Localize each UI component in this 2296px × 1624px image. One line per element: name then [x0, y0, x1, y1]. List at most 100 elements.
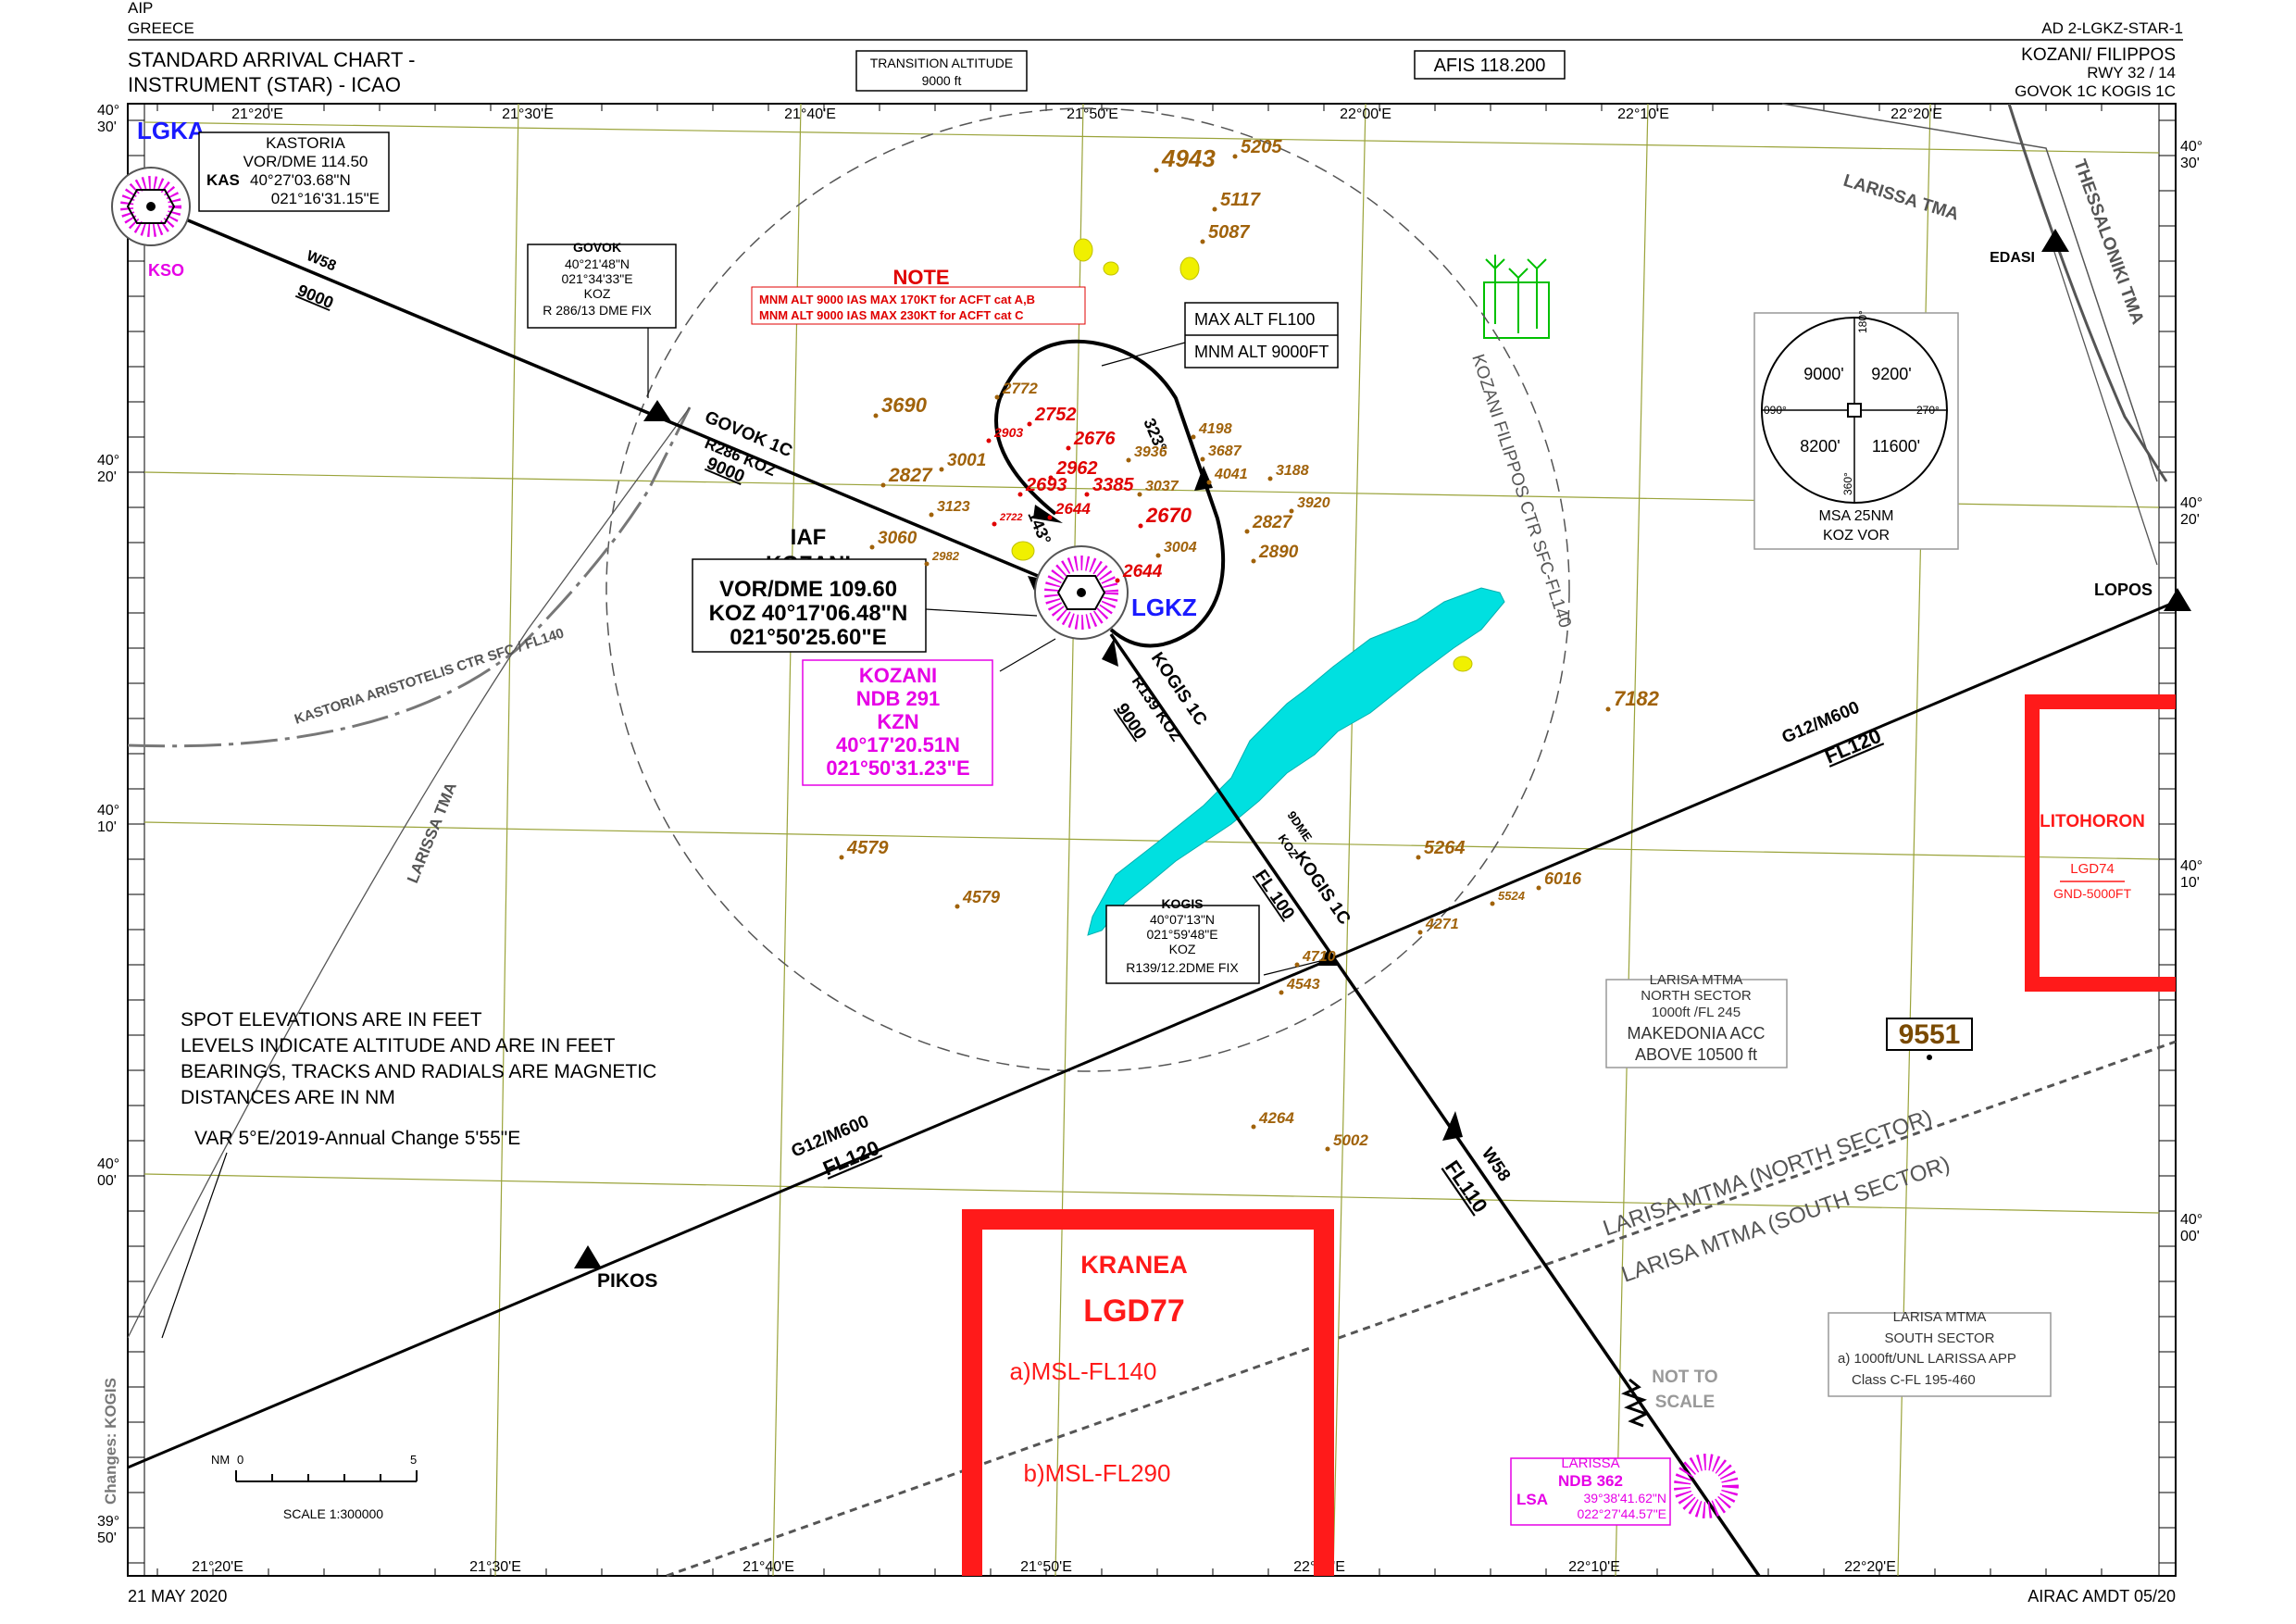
- lat-label-right: 00': [2180, 1229, 2200, 1244]
- spot-height-dot: [1154, 168, 1159, 173]
- larissa-tma-west-boundary: [127, 406, 691, 1339]
- govok-waypoint-icon: [643, 400, 671, 421]
- var-leader: [161, 1152, 228, 1339]
- spot-height: 3001: [947, 451, 986, 470]
- spot-height: 2752: [1034, 405, 1077, 425]
- variation: VAR 5°E/2019-Annual Change 5'55"E: [194, 1128, 520, 1149]
- msa-sw: 8200': [1800, 437, 1840, 456]
- spot-height-dot: [1206, 480, 1212, 485]
- kastoria-lat: 40°27'03.68"N: [250, 171, 351, 189]
- lat-label-left: 20': [97, 469, 117, 485]
- wind-farm-icon: [1483, 255, 1550, 339]
- scale-text: SCALE 1:300000: [283, 1506, 383, 1521]
- spot-height-dot: [924, 561, 930, 567]
- note-distances: DISTANCES ARE IN NM: [181, 1087, 395, 1108]
- scale-five: 5: [410, 1453, 417, 1467]
- spot-height-dot: [1267, 476, 1273, 481]
- lgd77-kranea: KRANEA LGD77 a)MSL-FL140 b)MSL-FL290: [962, 1209, 1334, 1576]
- lat-label-left: 40°: [97, 803, 119, 818]
- spot-height-dot: [929, 512, 934, 518]
- footer-date: 21 MAY 2020: [128, 1587, 227, 1605]
- spot-height-dot: [1084, 492, 1090, 497]
- lon-label-top: 22°10'E: [1617, 106, 1669, 122]
- spot-height: 4710: [1302, 949, 1336, 965]
- lat-label-right: 40°: [2180, 495, 2202, 511]
- spot-height: 3037: [1145, 479, 1179, 494]
- koz-vor-icon: [1847, 403, 1862, 418]
- kastoria-ctr-label: KASTORIA ARISTOTELIS CTR SFC / FL140: [293, 625, 566, 727]
- note-frame: [751, 286, 1086, 325]
- transition-altitude-label: TRANSITION ALTITUDE: [870, 56, 1014, 70]
- mtma-south-limits: a) 1000ft/UNL LARISSA APP: [1838, 1351, 2016, 1367]
- transition-altitude-box: [855, 50, 1028, 92]
- spot-height: 4041: [1214, 467, 1248, 482]
- mtma-south-info: LARISA MTMA SOUTH SECTOR a) 1000ft/UNL L…: [1828, 1309, 2052, 1397]
- msa-nw: 9000': [1803, 365, 1843, 383]
- spot-height: 2644: [1054, 500, 1091, 518]
- note-box: NOTE MNM ALT 9000 IAS MAX 170KT for ACFT…: [751, 266, 1086, 325]
- lat-label-left: 50': [97, 1530, 117, 1546]
- lat-label-right: 40°: [2180, 1212, 2202, 1228]
- polyfytos-lake: [1087, 587, 1505, 936]
- govok-lon: 021°34'33"E: [561, 271, 632, 286]
- ndb-box: [802, 659, 993, 786]
- govok-fix: R 286/13 DME FIX: [543, 303, 652, 318]
- spot-height-dot: [1279, 990, 1284, 995]
- not-to-scale-line1: NOT TO: [1652, 1368, 1717, 1387]
- spot-height: 5524: [1498, 889, 1526, 903]
- lon-label-top: 22°00'E: [1340, 106, 1391, 122]
- spot-height: 2890: [1258, 543, 1299, 562]
- spot-height-dot: [1417, 930, 1423, 935]
- lon-label-top: 21°40'E: [784, 106, 836, 122]
- spot-height: 5117: [1220, 190, 1261, 210]
- spot-height-dot: [1416, 855, 1421, 860]
- kso-label: KSO: [148, 261, 184, 280]
- spot-height-dot: [1138, 523, 1143, 529]
- scale-bar: NM 0 5 SCALE 1:300000: [211, 1453, 418, 1521]
- longitude-labels-top: 21°20'E 21°30'E 21°40'E 21°50'E 22°00'E …: [231, 106, 1942, 122]
- maxalt-leader: [1101, 342, 1186, 367]
- spot-height-dot: [1325, 1146, 1330, 1152]
- govok-ref: KOZ: [584, 286, 611, 301]
- govok-info: GOVOK 40°21'48"N 021°34'33"E KOZ R 286/1…: [527, 240, 677, 329]
- kastoria-lon: 021°16'31.15"E: [271, 190, 380, 207]
- lat-label-right: 40°: [2180, 858, 2202, 874]
- lat-label-right: 10': [2180, 875, 2200, 891]
- note-levels: LEVELS INDICATE ALTITUDE AND ARE IN FEET: [181, 1035, 616, 1056]
- chart-title-line1: STANDARD ARRIVAL CHART -: [128, 48, 416, 71]
- spot-height-dot: [1251, 558, 1256, 564]
- spot-height-dot: [1212, 206, 1217, 212]
- thessaloniki-tma-boundary: [2007, 103, 2168, 482]
- spot-height: 5087: [1208, 222, 1250, 243]
- parallel-40-10: [144, 821, 2160, 860]
- iaf-vor: VOR/DME 109.60: [719, 577, 897, 602]
- litohoron-limits: GND-5000FT: [2053, 886, 2131, 901]
- runways: RWY 32 / 14: [2087, 64, 2176, 81]
- spot-height: 4943: [1161, 144, 1216, 172]
- spot-height: 4579: [846, 838, 889, 858]
- longitude-labels-bottom: 21°20'E 21°30'E 21°40'E 21°50'E 22°00'E …: [192, 1559, 1896, 1575]
- spot-height: 2772: [1002, 380, 1038, 397]
- spot-height: 4271: [1425, 917, 1459, 932]
- chart-header: AIP GREECE AD 2-LGKZ-STAR-1 STANDARD ARR…: [128, 0, 2183, 100]
- spot-height-dot: [1017, 492, 1023, 497]
- spot-height-dot: [986, 438, 992, 443]
- spot-height-dot: [1126, 457, 1131, 463]
- larissa-ndb-ident: LSA: [1516, 1491, 1548, 1508]
- larissa-ndb-lat: 39°38'41.62"N: [1583, 1491, 1666, 1505]
- lon-label-bottom: 21°20'E: [192, 1559, 243, 1575]
- koz-vor-hexagon-icon: [1056, 575, 1106, 610]
- g12-ne-fl: FL120: [1821, 724, 1884, 768]
- larissa-ndb-lon: 022°27'44.57"E: [1577, 1506, 1666, 1521]
- town: [1103, 261, 1119, 276]
- parallel-40-00: [144, 1173, 2160, 1214]
- spot-height: 2722: [999, 512, 1022, 523]
- note-spot-elevations: SPOT ELEVATIONS ARE IN FEET: [181, 1009, 482, 1031]
- spot-height-dot: [1027, 421, 1032, 427]
- lat-label-left: 39°: [97, 1514, 119, 1530]
- spot-height: 4264: [1258, 1109, 1294, 1127]
- spot-height: 5264: [1424, 838, 1466, 858]
- kogis-lat: 40°07'13"N: [1150, 912, 1215, 927]
- kastoria-name: KASTORIA: [266, 134, 345, 152]
- govok-lat: 40°21'48"N: [565, 256, 630, 271]
